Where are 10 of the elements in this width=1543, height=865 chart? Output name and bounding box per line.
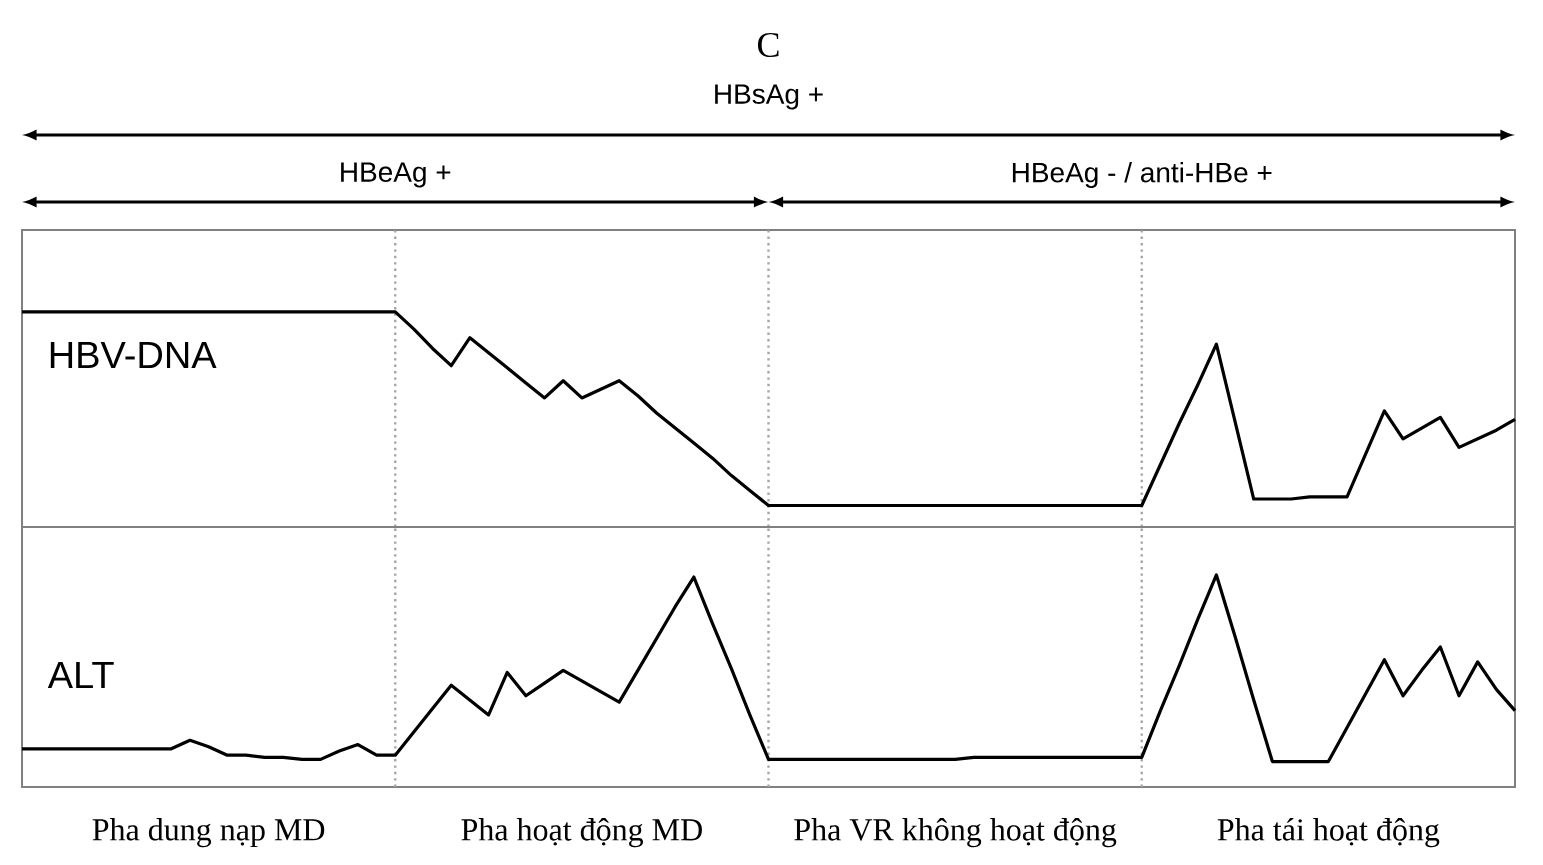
chart-title: C — [757, 32, 779, 58]
x-tick-label: Pha VR không hoạt động — [794, 818, 1117, 848]
text: HBeAg + — [341, 162, 451, 188]
text: HBeAg - / anti-HBe + — [1012, 161, 1272, 189]
x-tick-label: Pha tái hoạt động — [1217, 818, 1440, 848]
y-axis-title: ALT — [47, 661, 114, 689]
x-tick-label: Pha hoạt động MD — [461, 818, 702, 848]
text: HBsAg + — [715, 84, 823, 110]
x-tick-label: Pha dung nạp MD — [92, 818, 325, 848]
y-axis-title: HBV-DNA — [50, 341, 217, 369]
